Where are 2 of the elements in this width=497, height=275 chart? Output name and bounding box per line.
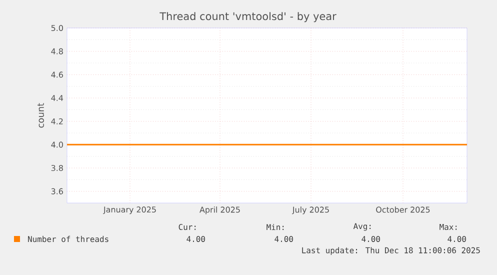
chart-title: Thread count 'vmtoolsd' - by year (160, 12, 336, 22)
y-axis-title: count (38, 103, 44, 128)
